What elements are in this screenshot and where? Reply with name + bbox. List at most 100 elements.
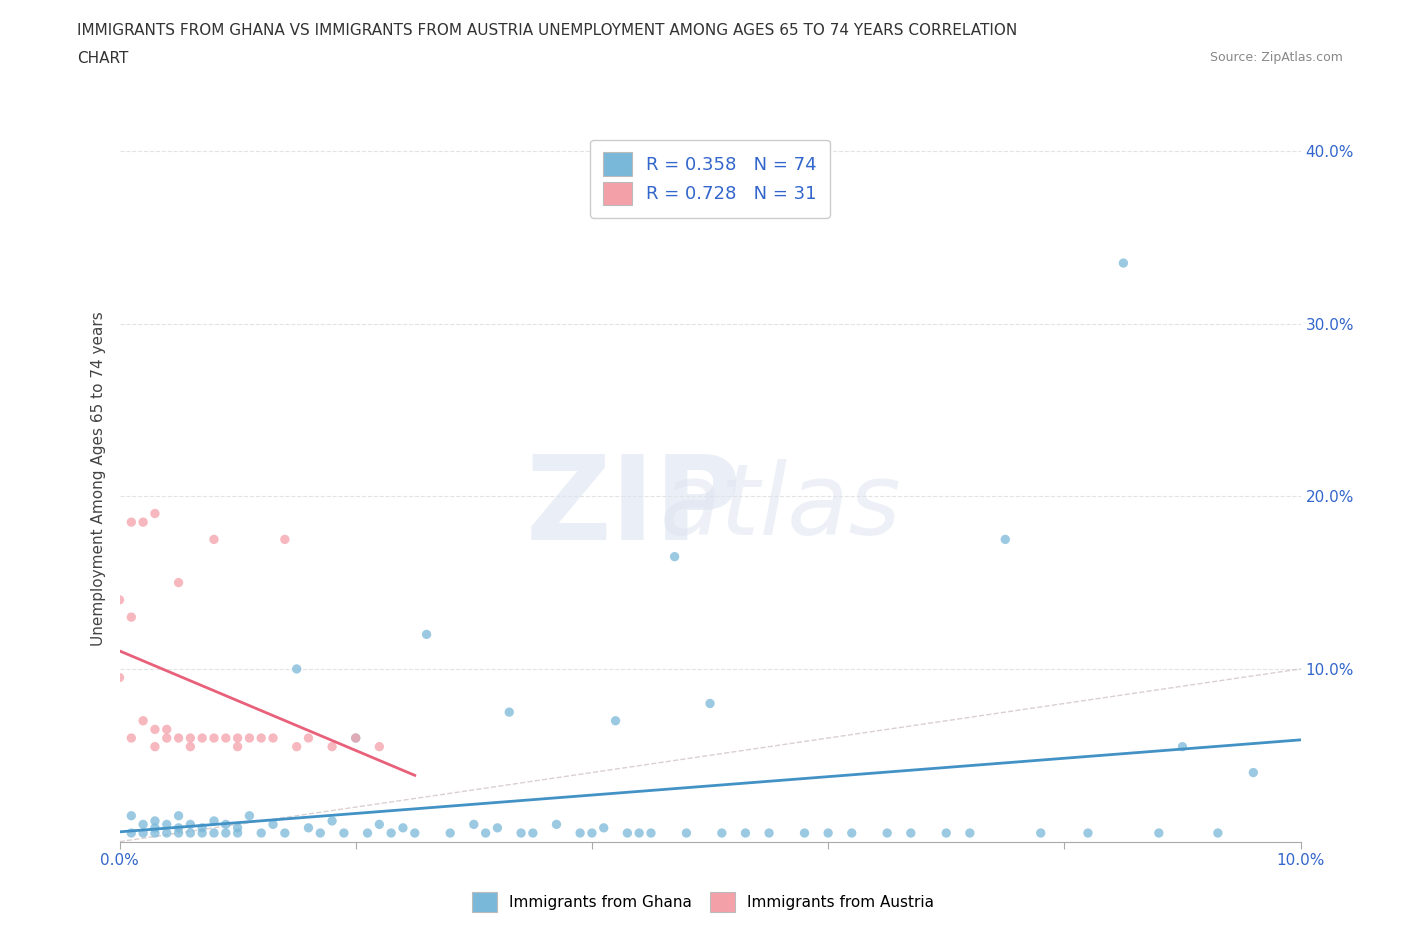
Point (297, 731, 319, 746)
Point (498, 705, 520, 720)
Point (132, 713, 155, 728)
Point (356, 826, 378, 841)
Point (404, 826, 426, 841)
Point (120, 808, 142, 823)
Point (250, 826, 273, 841)
Legend: R = 0.358   N = 74, R = 0.728   N = 31: R = 0.358 N = 74, R = 0.728 N = 31 (591, 140, 830, 218)
Point (179, 731, 201, 746)
Point (640, 826, 662, 841)
Point (120, 731, 142, 746)
Point (309, 826, 332, 841)
Point (1171, 739, 1194, 754)
Point (592, 820, 614, 835)
Point (202, 826, 225, 841)
Point (510, 826, 533, 841)
Point (202, 532, 225, 547)
Point (1112, 256, 1135, 271)
Text: IMMIGRANTS FROM GHANA VS IMMIGRANTS FROM AUSTRIA UNEMPLOYMENT AMONG AGES 65 TO 7: IMMIGRANTS FROM GHANA VS IMMIGRANTS FROM… (77, 23, 1018, 38)
Point (321, 814, 343, 829)
Point (215, 731, 238, 746)
Point (734, 826, 756, 841)
Point (156, 826, 179, 841)
Text: CHART: CHART (77, 51, 129, 66)
Point (120, 514, 142, 529)
Point (156, 731, 179, 746)
Point (179, 739, 201, 754)
Point (215, 817, 238, 831)
Point (285, 739, 308, 754)
Point (415, 627, 437, 642)
Point (368, 739, 391, 754)
Point (392, 820, 415, 835)
Point (226, 731, 249, 746)
Point (285, 661, 308, 676)
Point (143, 722, 166, 737)
Point (143, 506, 166, 521)
Legend: Immigrants from Ghana, Immigrants from Austria: Immigrants from Ghana, Immigrants from A… (467, 886, 939, 918)
Point (605, 713, 627, 728)
Point (238, 731, 260, 746)
Point (167, 826, 190, 841)
Point (368, 817, 391, 831)
Point (226, 739, 249, 754)
Point (474, 826, 496, 841)
Point (179, 826, 201, 841)
Point (486, 820, 509, 835)
Point (333, 826, 356, 841)
Point (167, 731, 190, 746)
Point (321, 739, 343, 754)
Point (179, 817, 201, 831)
Point (143, 814, 166, 829)
Point (1029, 826, 1052, 841)
Point (191, 826, 214, 841)
Point (380, 826, 402, 841)
Point (1206, 826, 1229, 841)
Point (132, 514, 155, 529)
Point (143, 739, 166, 754)
Point (959, 826, 981, 841)
Point (522, 826, 544, 841)
Point (120, 826, 142, 841)
Point (1241, 765, 1264, 780)
Point (710, 826, 733, 841)
Point (191, 820, 214, 835)
Point (156, 722, 179, 737)
Point (274, 826, 297, 841)
Point (143, 826, 166, 841)
Point (581, 826, 603, 841)
Point (120, 610, 142, 625)
Point (238, 808, 260, 823)
Point (344, 731, 367, 746)
Y-axis label: Unemployment Among Ages 65 to 74 years: Unemployment Among Ages 65 to 74 years (91, 312, 107, 646)
Point (108, 671, 131, 685)
Point (132, 817, 155, 831)
Point (664, 550, 686, 565)
Point (202, 814, 225, 829)
Point (262, 731, 284, 746)
Text: atlas: atlas (659, 459, 901, 556)
Point (616, 826, 638, 841)
Point (994, 532, 1017, 547)
Point (226, 820, 249, 835)
Point (900, 826, 922, 841)
Point (297, 820, 319, 835)
Point (793, 826, 815, 841)
Point (876, 826, 898, 841)
Point (1147, 826, 1170, 841)
Point (274, 532, 297, 547)
Point (226, 826, 249, 841)
Point (628, 826, 651, 841)
Point (108, 592, 131, 607)
Point (699, 696, 721, 711)
Point (262, 817, 284, 831)
Text: Source: ZipAtlas.com: Source: ZipAtlas.com (1209, 51, 1343, 64)
Point (202, 731, 225, 746)
Point (546, 817, 568, 831)
Point (191, 731, 214, 746)
Point (167, 575, 190, 590)
Point (841, 826, 863, 841)
Point (817, 826, 839, 841)
Point (167, 820, 190, 835)
Point (250, 731, 273, 746)
Point (132, 826, 155, 841)
